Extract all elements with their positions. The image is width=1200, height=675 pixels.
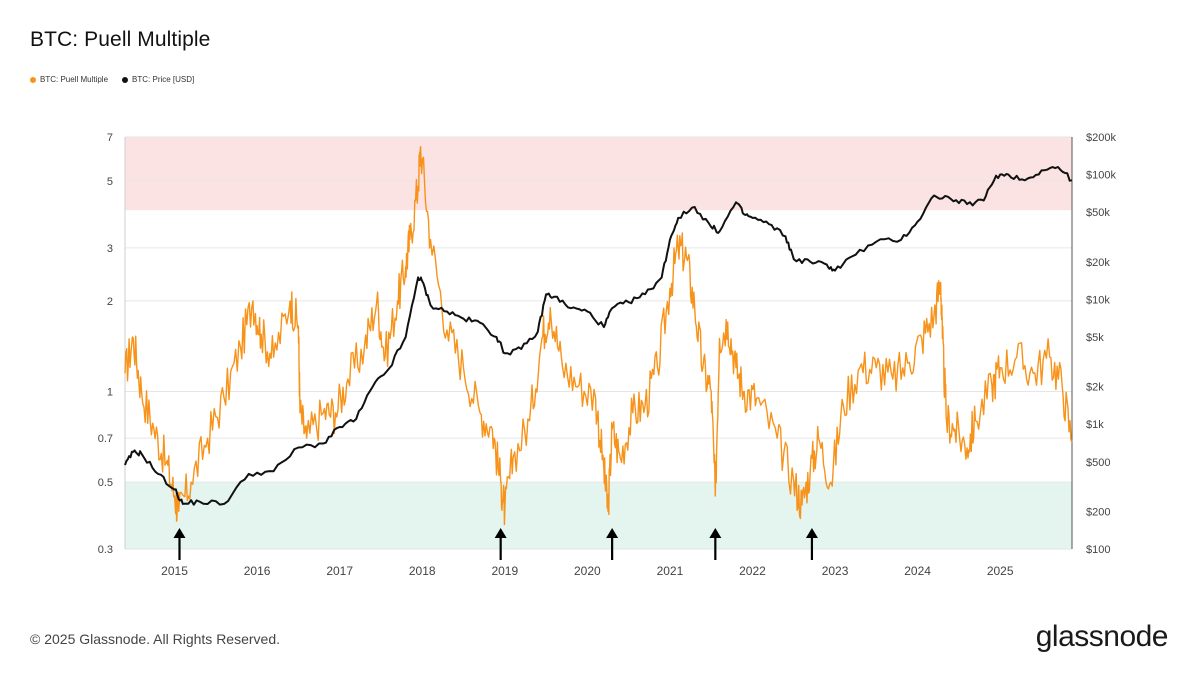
arrow-head-icon [709,528,722,538]
y-right-tick-label: $200 [1086,506,1110,518]
x-tick-label: 2016 [244,564,271,578]
x-tick-label: 2018 [409,564,436,578]
y-left-tick-label: 0.5 [98,477,113,489]
legend-dot-icon [30,76,36,83]
legend-label: BTC: Puell Multiple [40,75,109,84]
x-tick-label: 2021 [657,564,684,578]
arrow-head-icon [805,528,818,538]
overvalued-zone [125,137,1072,211]
legend-dot-icon [122,76,129,83]
chart-legend: BTC: Puell Multiple BTC: Price [USD] [30,75,194,84]
y-right-tick-label: $50k [1086,207,1110,219]
x-tick-label: 2017 [326,564,353,578]
chart-title: BTC: Puell Multiple [30,28,211,51]
undervalued-zone [125,482,1072,549]
y-left-tick-label: 7 [107,132,113,144]
y-left-tick-label: 5 [107,176,113,188]
y-left-tick-label: 0.3 [98,544,113,556]
y-right-tick-label: $100 [1086,544,1110,556]
arrow-head-icon [173,528,186,538]
y-right-tick-label: $20k [1086,257,1110,269]
y-right-tick-label: $10k [1086,294,1110,306]
y-left-tick-label: 2 [107,296,113,308]
copyright-text: © 2025 Glassnode. All Rights Reserved. [30,631,281,647]
legend-item-price[interactable]: BTC: Price [USD] [122,75,194,84]
y-right-tick-label: $1k [1086,419,1104,431]
btc-price-line [124,166,1073,506]
arrow-head-icon [606,528,619,538]
x-tick-label: 2024 [904,564,931,578]
x-tick-label: 2025 [987,564,1014,578]
x-tick-label: 2020 [574,564,601,578]
x-tick-label: 2019 [491,564,518,578]
y-right-tick-label: $100k [1086,170,1116,182]
y-right-tick-label: $5k [1086,332,1104,344]
arrow-head-icon [494,528,507,538]
x-tick-label: 2023 [822,564,849,578]
legend-item-puell[interactable]: BTC: Puell Multiple [30,75,108,84]
y-right-tick-label: $200k [1086,132,1116,144]
puell-multiple-line [124,146,1073,526]
x-tick-label: 2015 [161,564,188,578]
y-left-tick-label: 0.7 [98,433,113,445]
y-left-tick-label: 3 [107,243,113,255]
x-tick-label: 2022 [739,564,766,578]
legend-label: BTC: Price [USD] [132,75,195,84]
glassnode-logo: glassnode [1035,620,1169,653]
y-right-tick-label: $500 [1086,457,1110,469]
y-left-tick-label: 1 [107,387,113,399]
y-right-tick-label: $2k [1086,382,1104,394]
